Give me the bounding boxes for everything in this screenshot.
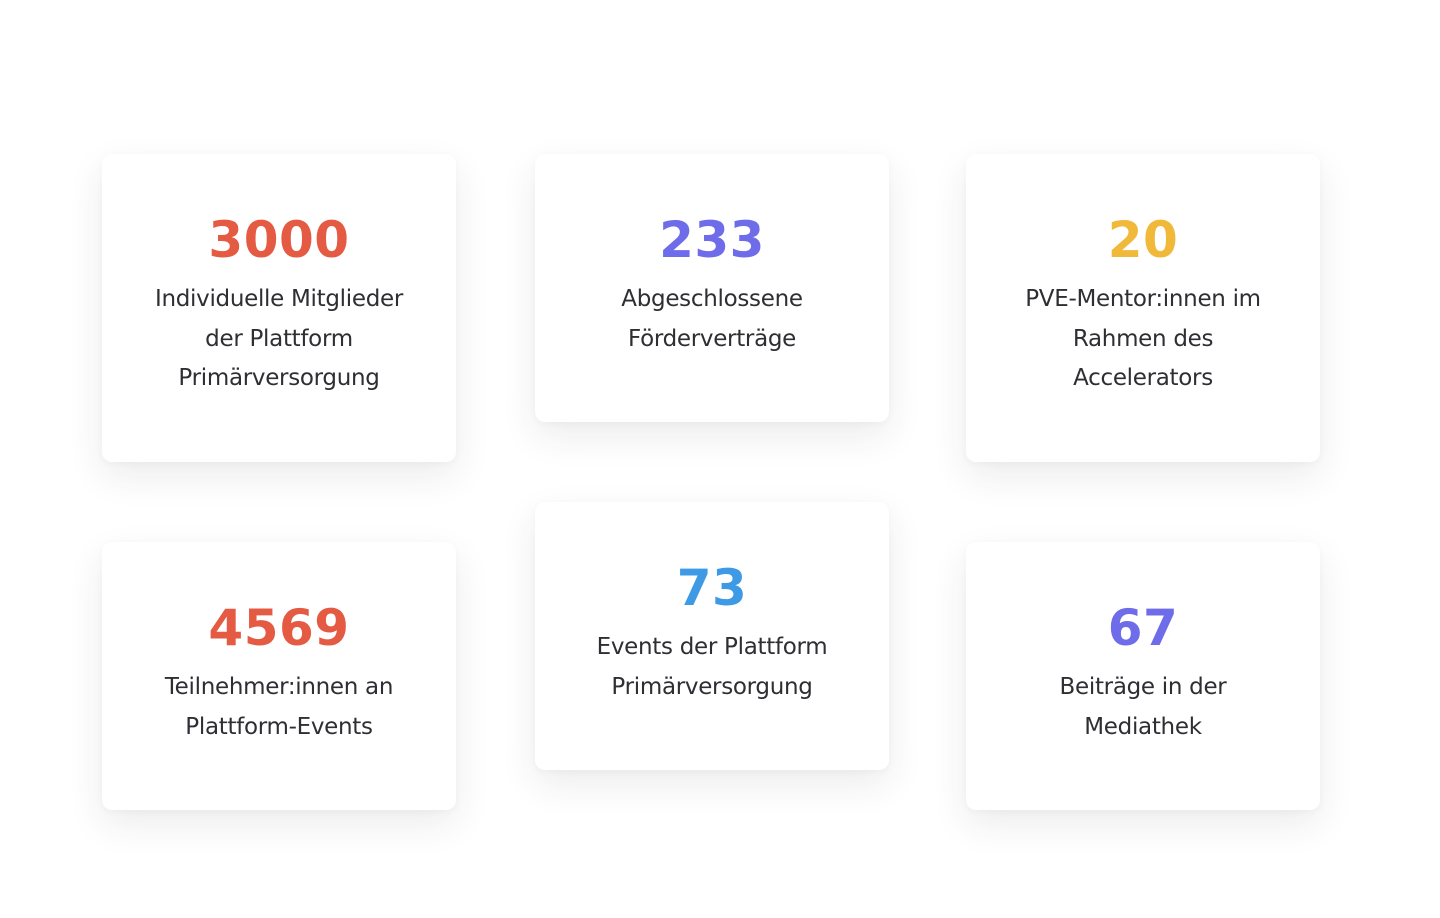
stat-card-mentors: 20 PVE-Mentor:innen im Rahmen des Accele… bbox=[966, 154, 1320, 462]
stat-value: 4569 bbox=[208, 599, 350, 657]
stat-label: Events der Plattform Primärversorgung bbox=[596, 634, 828, 700]
stat-card-funding-contracts: 233 Abgeschlossene Förderverträge bbox=[535, 154, 889, 422]
stat-value: 233 bbox=[659, 211, 765, 269]
stat-value: 20 bbox=[1107, 211, 1179, 269]
stat-card-members: 3000 Individuelle Mitglieder der Plattfo… bbox=[102, 154, 456, 462]
stat-card-participants: 4569 Teilnehmer:innen an Plattform-Event… bbox=[102, 542, 456, 810]
stat-card-events: 73 Events der Plattform Primärversorgung bbox=[535, 502, 889, 770]
stat-label: Beiträge in der Mediathek bbox=[1059, 674, 1227, 740]
stat-value: 67 bbox=[1107, 599, 1179, 657]
stat-label: Individuelle Mitglieder der Plattform Pr… bbox=[154, 286, 403, 391]
stat-value: 73 bbox=[676, 559, 748, 617]
stat-label: PVE-Mentor:innen im Rahmen des Accelerat… bbox=[1025, 286, 1261, 391]
stat-label: Teilnehmer:innen an Plattform-Events bbox=[164, 674, 394, 740]
stat-label: Abgeschlossene Förderverträge bbox=[621, 286, 803, 352]
stat-value: 3000 bbox=[208, 211, 350, 269]
stat-card-media-library: 67 Beiträge in der Mediathek bbox=[966, 542, 1320, 810]
